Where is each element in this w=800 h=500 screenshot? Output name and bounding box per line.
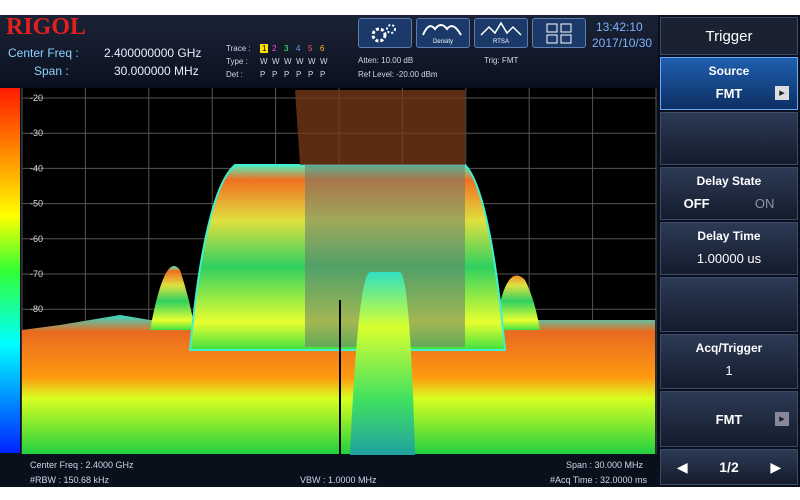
det-item: P [320,70,326,79]
span-value: 30.000000 MHz [114,64,199,78]
type-item: W [296,57,304,66]
det-item: P [296,70,302,79]
ref-level: Ref Level: -20.00 dBm [358,70,438,79]
blank-button[interactable] [660,277,798,332]
span-label: Span : [34,64,69,78]
gear [371,24,396,43]
footer-rbw: #RBW : 150.68 kHz [30,475,110,485]
acq-trigger-label: Acq/Trigger [695,341,763,355]
settings-icon[interactable] [358,18,412,48]
spectrum-display: -20 -30 -40 -50 -60 -70 -80 [0,88,657,455]
density-glyph [422,24,462,36]
source-button[interactable]: Source FMT ▸ [660,57,798,110]
density-label: Density [432,39,453,45]
source-arrow: ▸ [775,86,789,100]
rtsa-label: RTSA [493,39,509,45]
trace-item: 6 [320,44,325,53]
footer-center-freq: Center Freq : 2.4000 GHz [30,460,134,470]
blank-button[interactable] [660,112,798,165]
acq-trigger-value: 1 [725,363,733,378]
type-item: W [272,57,280,66]
y-label: -60 [30,234,43,244]
footer-span: Span : 30.000 MHz [566,460,644,470]
type-item: W [320,57,328,66]
y-label: -30 [30,128,43,138]
delay-state-off: OFF [683,196,710,211]
trace-item: 1 [260,44,269,53]
next-page[interactable]: ▶ [770,458,782,475]
page-nav: ◀ 1/2 ▶ [660,449,798,485]
det-item: P [260,70,266,79]
layout-icon[interactable] [532,18,586,48]
det-item: P [308,70,314,79]
footer-acq-time: #Acq Time : 32.0000 ms [550,475,648,485]
source-value: FMT [715,86,743,101]
trace-item: 4 [296,44,301,53]
center-freq-label: Center Freq : [8,46,79,60]
trace-item: 5 [308,44,313,53]
acq-trigger-button[interactable]: Acq/Trigger 1 [660,334,798,389]
y-label: -70 [30,269,43,279]
delay-time-value: 1.00000 us [696,251,762,266]
y-label: -80 [30,304,43,314]
atten: Atten: 10.00 dB [358,56,414,65]
type-label: Type : [226,57,248,66]
date: 2017/10/30 [592,36,653,50]
menu-title: Trigger [660,17,798,55]
det-label: Det : [226,70,243,79]
y-label: -40 [30,163,43,173]
page-number: 1/2 [719,459,739,475]
type-item: W [308,57,316,66]
delay-state-label: Delay State [696,174,762,188]
source-label: Source [708,64,750,78]
fmt-arrow: ▸ [775,412,789,426]
trace-label: Trace : [226,44,251,53]
time: 13:42:10 [596,20,643,34]
trigger-mask [295,90,465,165]
delay-time-button[interactable]: Delay Time 1.00000 us [660,222,798,275]
det-item: P [272,70,278,79]
det-item: P [284,70,290,79]
inner-signal [350,272,415,455]
color-bar [0,88,20,453]
menu-title-text: Trigger [705,28,753,45]
trace-item: 2 [272,44,277,53]
bottom-bar [0,455,658,487]
footer-vbw: VBW : 1.0000 MHz [300,475,377,485]
type-item: W [284,57,292,66]
density-icon[interactable]: Density [416,18,470,48]
trig: Trig: FMT [484,56,519,65]
fmt-button[interactable]: FMT ▸ [660,391,798,447]
delay-state-button[interactable]: Delay State OFF ON [660,167,798,220]
trace-item: 3 [284,44,289,53]
center-freq-value: 2.400000000 GHz [104,46,202,60]
rtsa-icon[interactable]: RTSA [474,18,528,48]
layout-glyph [546,23,572,44]
y-label: -50 [30,199,43,209]
y-label: -20 [30,93,43,103]
y-labels: -20 -30 -40 -50 -60 -70 -80 [30,93,43,314]
rtsa-glyph [480,21,522,36]
delay-state-on: ON [754,196,775,211]
logo: RIGOL [6,14,87,40]
prev-page[interactable]: ◀ [676,458,688,475]
delay-time-label: Delay Time [697,229,761,243]
type-item: W [260,57,268,66]
fmt-value: FMT [715,412,743,427]
